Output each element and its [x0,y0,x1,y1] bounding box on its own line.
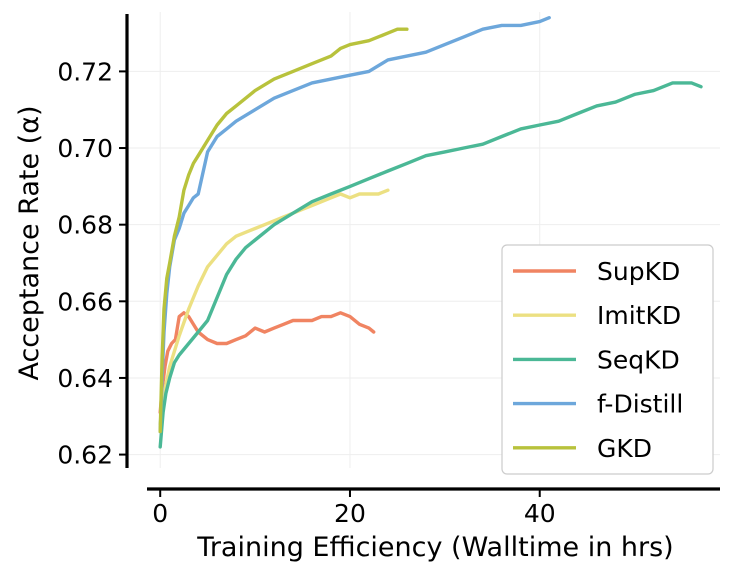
legend-label: f-Distill [597,390,683,419]
y-tick-label: 0.62 [57,441,113,470]
x-axis-ticks: 0 20 40 [152,489,556,528]
y-tick-label: 0.68 [57,211,113,240]
grid [127,12,720,468]
y-tick-label: 0.64 [57,364,113,393]
series-line-gkd [158,27,409,434]
series-line-imitkd [158,188,390,426]
y-tick-label: 0.72 [57,57,113,86]
x-tick-label: 40 [524,499,556,528]
legend-label: SupKD [597,257,680,286]
y-axis-label: Acceptance Rate (α) [14,105,45,380]
legend-box [501,244,714,475]
y-tick-label: 0.70 [57,134,113,163]
y-axis-ticks: 0.62 0.64 0.66 0.68 0.70 0.72 [57,57,127,470]
series-lines [158,16,703,449]
x-tick-label: 0 [152,499,168,528]
legend-label: GKD [597,434,652,463]
x-tick-label: 20 [334,499,366,528]
y-tick-label: 0.66 [57,287,113,316]
legend-label: SeqKD [597,345,680,374]
series-line-supkd [158,311,376,415]
legend: SupKD ImitKD SeqKD f-Distill GKD [501,244,714,475]
series-line-seqkd [158,81,703,449]
x-axis-label: Training Efficiency (Walltime in hrs) [196,532,673,563]
legend-items: SupKD ImitKD SeqKD f-Distill GKD [513,257,683,463]
legend-label: ImitKD [597,301,681,330]
